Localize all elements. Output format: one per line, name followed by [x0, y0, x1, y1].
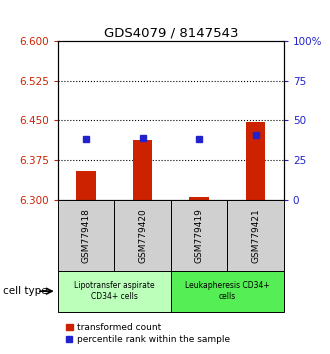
Text: GSM779419: GSM779419	[194, 208, 204, 263]
Bar	[114, 200, 171, 271]
Text: cell type: cell type	[3, 286, 48, 296]
Text: Lipotransfer aspirate
CD34+ cells: Lipotransfer aspirate CD34+ cells	[74, 281, 154, 301]
Bar	[227, 200, 284, 271]
Text: GSM779420: GSM779420	[138, 208, 147, 263]
Title: GDS4079 / 8147543: GDS4079 / 8147543	[104, 27, 238, 40]
Bar	[76, 171, 96, 200]
Bar	[171, 271, 284, 312]
Text: GSM779418: GSM779418	[82, 208, 90, 263]
Bar	[58, 271, 171, 312]
Bar	[246, 122, 265, 200]
Bar	[133, 140, 152, 200]
Bar	[171, 200, 227, 271]
Text: Leukapheresis CD34+
cells: Leukapheresis CD34+ cells	[185, 281, 270, 301]
Legend: transformed count, percentile rank within the sample: transformed count, percentile rank withi…	[62, 320, 233, 348]
Text: GSM779421: GSM779421	[251, 208, 260, 263]
Bar	[58, 200, 114, 271]
Bar	[189, 198, 209, 200]
